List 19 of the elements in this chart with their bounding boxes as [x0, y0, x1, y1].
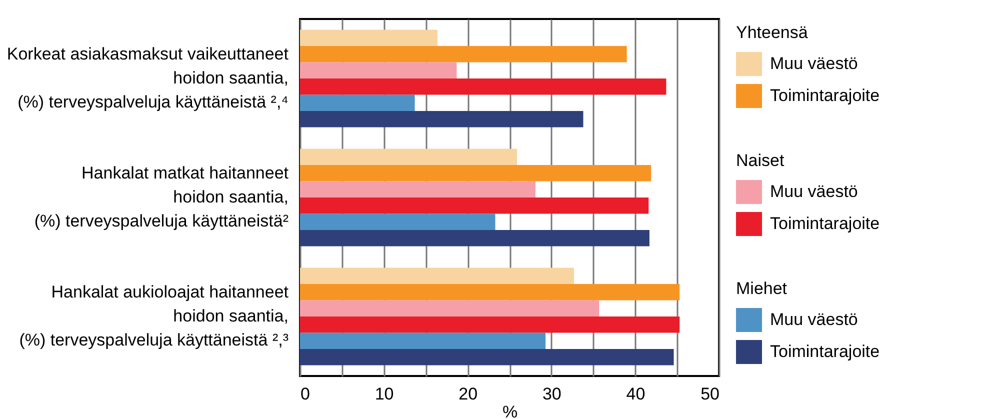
- x-axis-title: %: [502, 402, 518, 419]
- x-tick-label: 0: [300, 384, 310, 404]
- y-tick-label: Korkeat asiakasmaksut vaikeuttaneet hoidon saantia, (%) terveyspalveluja käyttäneistä ²,⁴: [6, 44, 289, 112]
- text: Miehet: [736, 279, 788, 298]
- y-tick-label: Hankalat matkat haitanneet hoidon saantia, (%) terveyspalveluja käyttäneistä²: [34, 164, 289, 230]
- legend-label: Toimintarajoite: [770, 342, 880, 361]
- x-tick-label: 50: [700, 384, 720, 404]
- text: Yhteensä: [736, 23, 808, 42]
- legend-label: Muu väestö: [770, 182, 858, 201]
- x-tick-label: 40: [626, 384, 646, 404]
- legend-label: Muu väestö: [770, 54, 858, 73]
- y-tick-label: Hankalat aukioloajat haitanneet hoidon saantia, (%) terveyspalveluja käyttäneistä ²,³: [19, 282, 289, 350]
- legend-label: Toimintarajoite: [770, 214, 880, 233]
- x-tick-label: 20: [458, 384, 478, 404]
- legend-label: Toimintarajoite: [770, 86, 880, 105]
- text: Naiset: [736, 151, 784, 170]
- x-tick-label: 30: [542, 384, 562, 404]
- x-tick-label: 10: [374, 384, 394, 404]
- legend-label: Muu väestö: [770, 310, 858, 329]
